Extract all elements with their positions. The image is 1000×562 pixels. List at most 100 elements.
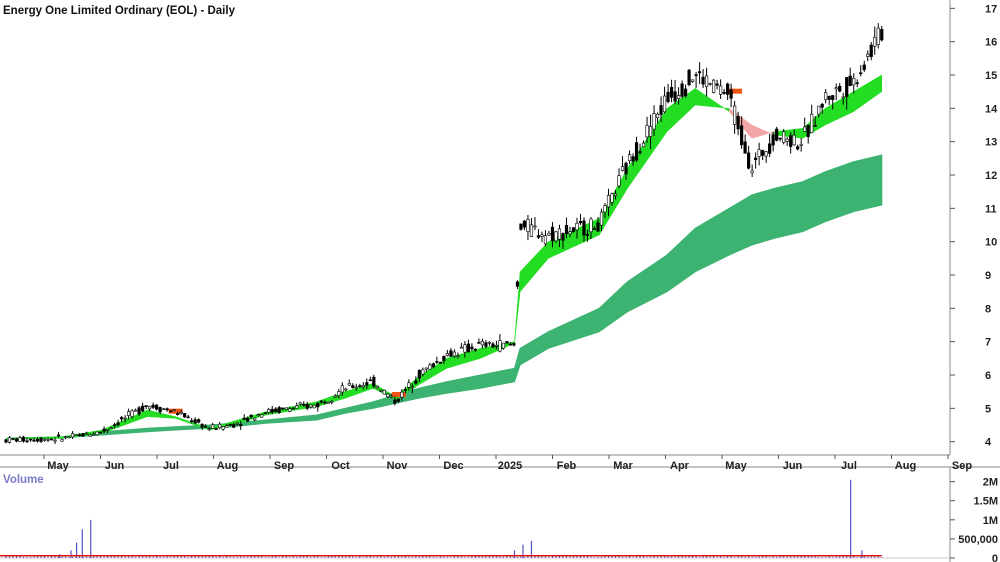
time-tick-label: 2025	[498, 460, 522, 472]
candle-body	[508, 343, 513, 346]
candle-body	[274, 408, 278, 413]
candle-body	[596, 222, 600, 232]
candle-body	[442, 356, 446, 361]
candle-body	[676, 95, 681, 99]
candle-body	[14, 438, 19, 442]
candle-body	[148, 406, 152, 410]
candle-body	[211, 424, 215, 429]
candle-body	[529, 224, 534, 237]
candle-body	[515, 281, 520, 287]
time-tick-label: Aug	[895, 460, 916, 472]
candle-body	[589, 218, 593, 233]
candle-body	[806, 124, 810, 137]
candle-body	[396, 398, 400, 402]
candle-body	[445, 353, 449, 356]
candle-body	[645, 125, 649, 138]
candle-body	[648, 126, 653, 137]
candle-body	[98, 431, 103, 434]
candle-body	[21, 436, 26, 442]
candle-body	[543, 235, 548, 245]
candle-body	[487, 342, 492, 344]
candle-body	[256, 414, 260, 417]
candle-body	[25, 440, 29, 443]
candle-body	[242, 417, 246, 420]
candle-body	[91, 433, 96, 436]
candle-body	[162, 408, 166, 411]
candle-body	[333, 395, 337, 398]
candle-body	[480, 340, 485, 346]
candle-body	[701, 76, 705, 85]
candle-body	[694, 74, 698, 77]
volume-layer	[0, 479, 950, 559]
volume-panel-label: Volume	[3, 474, 44, 486]
candle-body	[410, 386, 414, 389]
candle-body	[49, 438, 54, 441]
candle-body	[263, 412, 267, 415]
candle-body	[70, 433, 75, 438]
candle-body	[284, 407, 288, 410]
candle-body	[575, 222, 579, 231]
candle-body	[473, 348, 478, 351]
candle-body	[190, 420, 194, 422]
candle-body	[326, 401, 330, 404]
candle-body	[876, 27, 880, 45]
candle-body	[750, 170, 754, 174]
candle-body	[838, 85, 842, 92]
candle-body	[477, 342, 481, 344]
time-tick-label: Dec	[443, 460, 463, 472]
candle-body	[582, 220, 586, 236]
price-tick-label: 6	[985, 370, 991, 382]
candle-body	[302, 403, 306, 406]
candle-body	[155, 404, 159, 410]
candle-body	[130, 410, 134, 417]
candle-body	[662, 95, 667, 113]
candle-body	[365, 382, 369, 386]
price-tick-label: 9	[985, 270, 991, 282]
candle-body	[740, 125, 744, 146]
candle-body	[158, 407, 162, 413]
candle-body	[466, 343, 470, 353]
candle-body	[743, 141, 747, 154]
candle-body	[337, 391, 341, 396]
time-tick-label: Feb	[557, 460, 577, 472]
candle-body	[42, 438, 47, 441]
candle-body	[316, 402, 320, 408]
candle-body	[561, 233, 565, 241]
candle-body	[239, 424, 243, 427]
time-tick-label: Jul	[163, 460, 179, 472]
candle-body	[459, 346, 463, 349]
candle-body	[757, 149, 761, 157]
candle-body	[347, 383, 351, 386]
candle-body	[39, 437, 43, 442]
candle-body	[519, 223, 523, 230]
candle-body	[449, 350, 453, 357]
candle-body	[298, 402, 302, 405]
price-tick-label: 16	[985, 37, 997, 49]
chart-title: Energy One Limited Ordinary (EOL) - Dail…	[3, 5, 236, 17]
volume-tick-label: 1.5M	[974, 496, 998, 508]
candle-body	[554, 231, 558, 242]
candle-body	[18, 437, 22, 442]
candle-body	[46, 438, 50, 441]
price-tick-label: 13	[985, 137, 997, 149]
candle-body	[655, 113, 660, 119]
price-tick-label: 8	[985, 303, 991, 315]
candle-body	[84, 432, 89, 435]
candle-body	[183, 413, 187, 418]
candle-body	[452, 351, 456, 357]
candle-body	[578, 221, 583, 224]
candle-body	[225, 425, 229, 428]
candle-body	[277, 407, 281, 413]
candle-body	[330, 400, 334, 403]
candle-body	[764, 151, 768, 157]
candle-body	[56, 434, 61, 437]
candle-body	[501, 342, 506, 349]
candle-body	[683, 88, 688, 97]
candle-body	[606, 195, 611, 208]
candle-body	[834, 87, 838, 90]
candle-body	[431, 363, 435, 368]
candle-body	[403, 389, 407, 391]
candle-body	[599, 211, 604, 226]
candle-body	[63, 436, 68, 438]
